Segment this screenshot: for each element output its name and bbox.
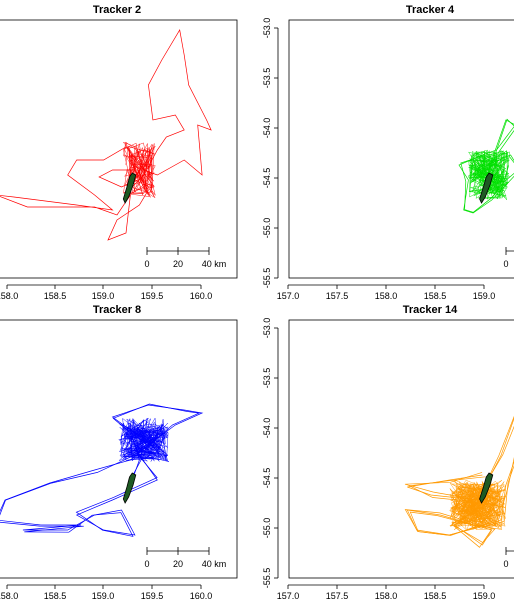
scale-bar-label: 40 km bbox=[202, 259, 227, 269]
track-group bbox=[458, 118, 514, 214]
y-axis: -53.0 -53.5 -54.0 -54.5 -55.0 -55.5 bbox=[262, 18, 279, 289]
y-tick-label: -54.5 bbox=[262, 168, 272, 189]
x-tick-label: 159.5 bbox=[141, 291, 164, 301]
scale-bar-label: 0 bbox=[144, 259, 149, 269]
scale-bar-label: 0 bbox=[503, 559, 508, 569]
track-group bbox=[404, 415, 514, 548]
y-tick-label: -55.5 bbox=[262, 568, 272, 589]
x-tick-label: 159.0 bbox=[473, 291, 496, 301]
y-tick-label: -54.0 bbox=[262, 118, 272, 139]
plot-frame bbox=[0, 319, 238, 579]
scale-bar: 0 20 40 km bbox=[144, 547, 226, 569]
chart-title: Tracker 8 bbox=[93, 304, 141, 316]
y-tick-label: -53.5 bbox=[262, 368, 272, 389]
track-line bbox=[0, 403, 201, 537]
x-tick-label: 157.0 bbox=[277, 591, 300, 600]
x-tick-label: 157.0 bbox=[277, 291, 300, 301]
y-tick-label: -53.5 bbox=[262, 68, 272, 89]
track-line bbox=[0, 404, 204, 536]
tracker-panel-4: Tracker 14 0 157.0 157.5 158.0 158.5 159.0 -53.… bbox=[262, 304, 514, 600]
scale-bar: 0 20 40 km bbox=[144, 247, 226, 269]
chart-title: Tracker 4 bbox=[406, 4, 455, 16]
track-core bbox=[448, 479, 507, 531]
track-group bbox=[0, 403, 204, 537]
x-tick-label: 158.5 bbox=[44, 291, 67, 301]
x-tick-label: 158.0 bbox=[375, 591, 398, 600]
tracker-panel-3: Tracker 8 0 20 40 km 158.0 158.5 159.0 159.5 160… bbox=[0, 304, 238, 600]
x-axis: 158.0 158.5 159.0 159.5 160.0 bbox=[0, 284, 213, 301]
x-tick-label: 159.0 bbox=[473, 591, 496, 600]
plot-frame bbox=[288, 319, 514, 579]
scale-bar-label: 20 bbox=[173, 559, 183, 569]
track-core bbox=[468, 149, 510, 201]
x-tick-label: 159.0 bbox=[92, 291, 115, 301]
scale-bar-label: 40 km bbox=[202, 559, 227, 569]
x-axis: 158.0 158.5 159.0 159.5 160.0 bbox=[0, 584, 213, 600]
scale-bar-label: 0 bbox=[503, 259, 508, 269]
scale-bar: 0 bbox=[503, 247, 514, 269]
chart-title: Tracker 14 bbox=[403, 304, 458, 316]
x-tick-label: 158.0 bbox=[0, 291, 18, 301]
x-tick-label: 158.5 bbox=[424, 291, 447, 301]
chart-title: Tracker 2 bbox=[93, 4, 141, 16]
tracker-panel-2: Tracker 4 0 157.0 157.5 158.0 158.5 159.0 -53.0… bbox=[262, 4, 514, 301]
y-tick-label: -54.5 bbox=[262, 468, 272, 489]
track-line bbox=[404, 415, 514, 548]
x-tick-label: 158.0 bbox=[0, 591, 18, 600]
scale-bar-label: 0 bbox=[144, 559, 149, 569]
y-tick-label: -54.0 bbox=[262, 418, 272, 439]
macquarie-island-shape bbox=[479, 472, 494, 504]
x-tick-label: 157.5 bbox=[326, 291, 349, 301]
x-tick-label: 158.5 bbox=[44, 591, 67, 600]
x-tick-label: 159.0 bbox=[92, 591, 115, 600]
x-tick-label: 158.0 bbox=[375, 291, 398, 301]
plot-frame bbox=[0, 19, 238, 279]
tracker-panel-1: Tracker 2 0 20 40 km 158.0 158.5 159.0 159.5 160… bbox=[0, 4, 238, 301]
y-axis: -53.0 -53.5 -54.0 -54.5 -55.0 -55.5 bbox=[262, 318, 279, 589]
plot-frame bbox=[288, 19, 514, 279]
x-axis: 157.0 157.5 158.0 158.5 159.0 bbox=[277, 584, 496, 600]
track-group bbox=[0, 29, 212, 241]
x-tick-label: 158.5 bbox=[424, 591, 447, 600]
macquarie-island-shape bbox=[122, 172, 137, 204]
track-core bbox=[122, 141, 156, 198]
y-tick-label: -53.0 bbox=[262, 18, 272, 39]
y-tick-label: -53.0 bbox=[262, 318, 272, 339]
y-tick-label: -55.0 bbox=[262, 218, 272, 239]
x-tick-label: 160.0 bbox=[190, 291, 213, 301]
macquarie-island-shape bbox=[479, 172, 494, 204]
x-tick-label: 157.5 bbox=[326, 591, 349, 600]
y-tick-label: -55.0 bbox=[262, 518, 272, 539]
y-tick-label: -55.5 bbox=[262, 268, 272, 289]
scale-bar-label: 20 bbox=[173, 259, 183, 269]
x-tick-label: 160.0 bbox=[190, 591, 213, 600]
x-axis: 157.0 157.5 158.0 158.5 159.0 bbox=[277, 284, 496, 301]
macquarie-island-shape bbox=[122, 472, 137, 504]
track-core bbox=[118, 417, 170, 463]
x-tick-label: 159.5 bbox=[141, 591, 164, 600]
track-line bbox=[0, 29, 212, 241]
scale-bar: 0 bbox=[503, 547, 514, 569]
